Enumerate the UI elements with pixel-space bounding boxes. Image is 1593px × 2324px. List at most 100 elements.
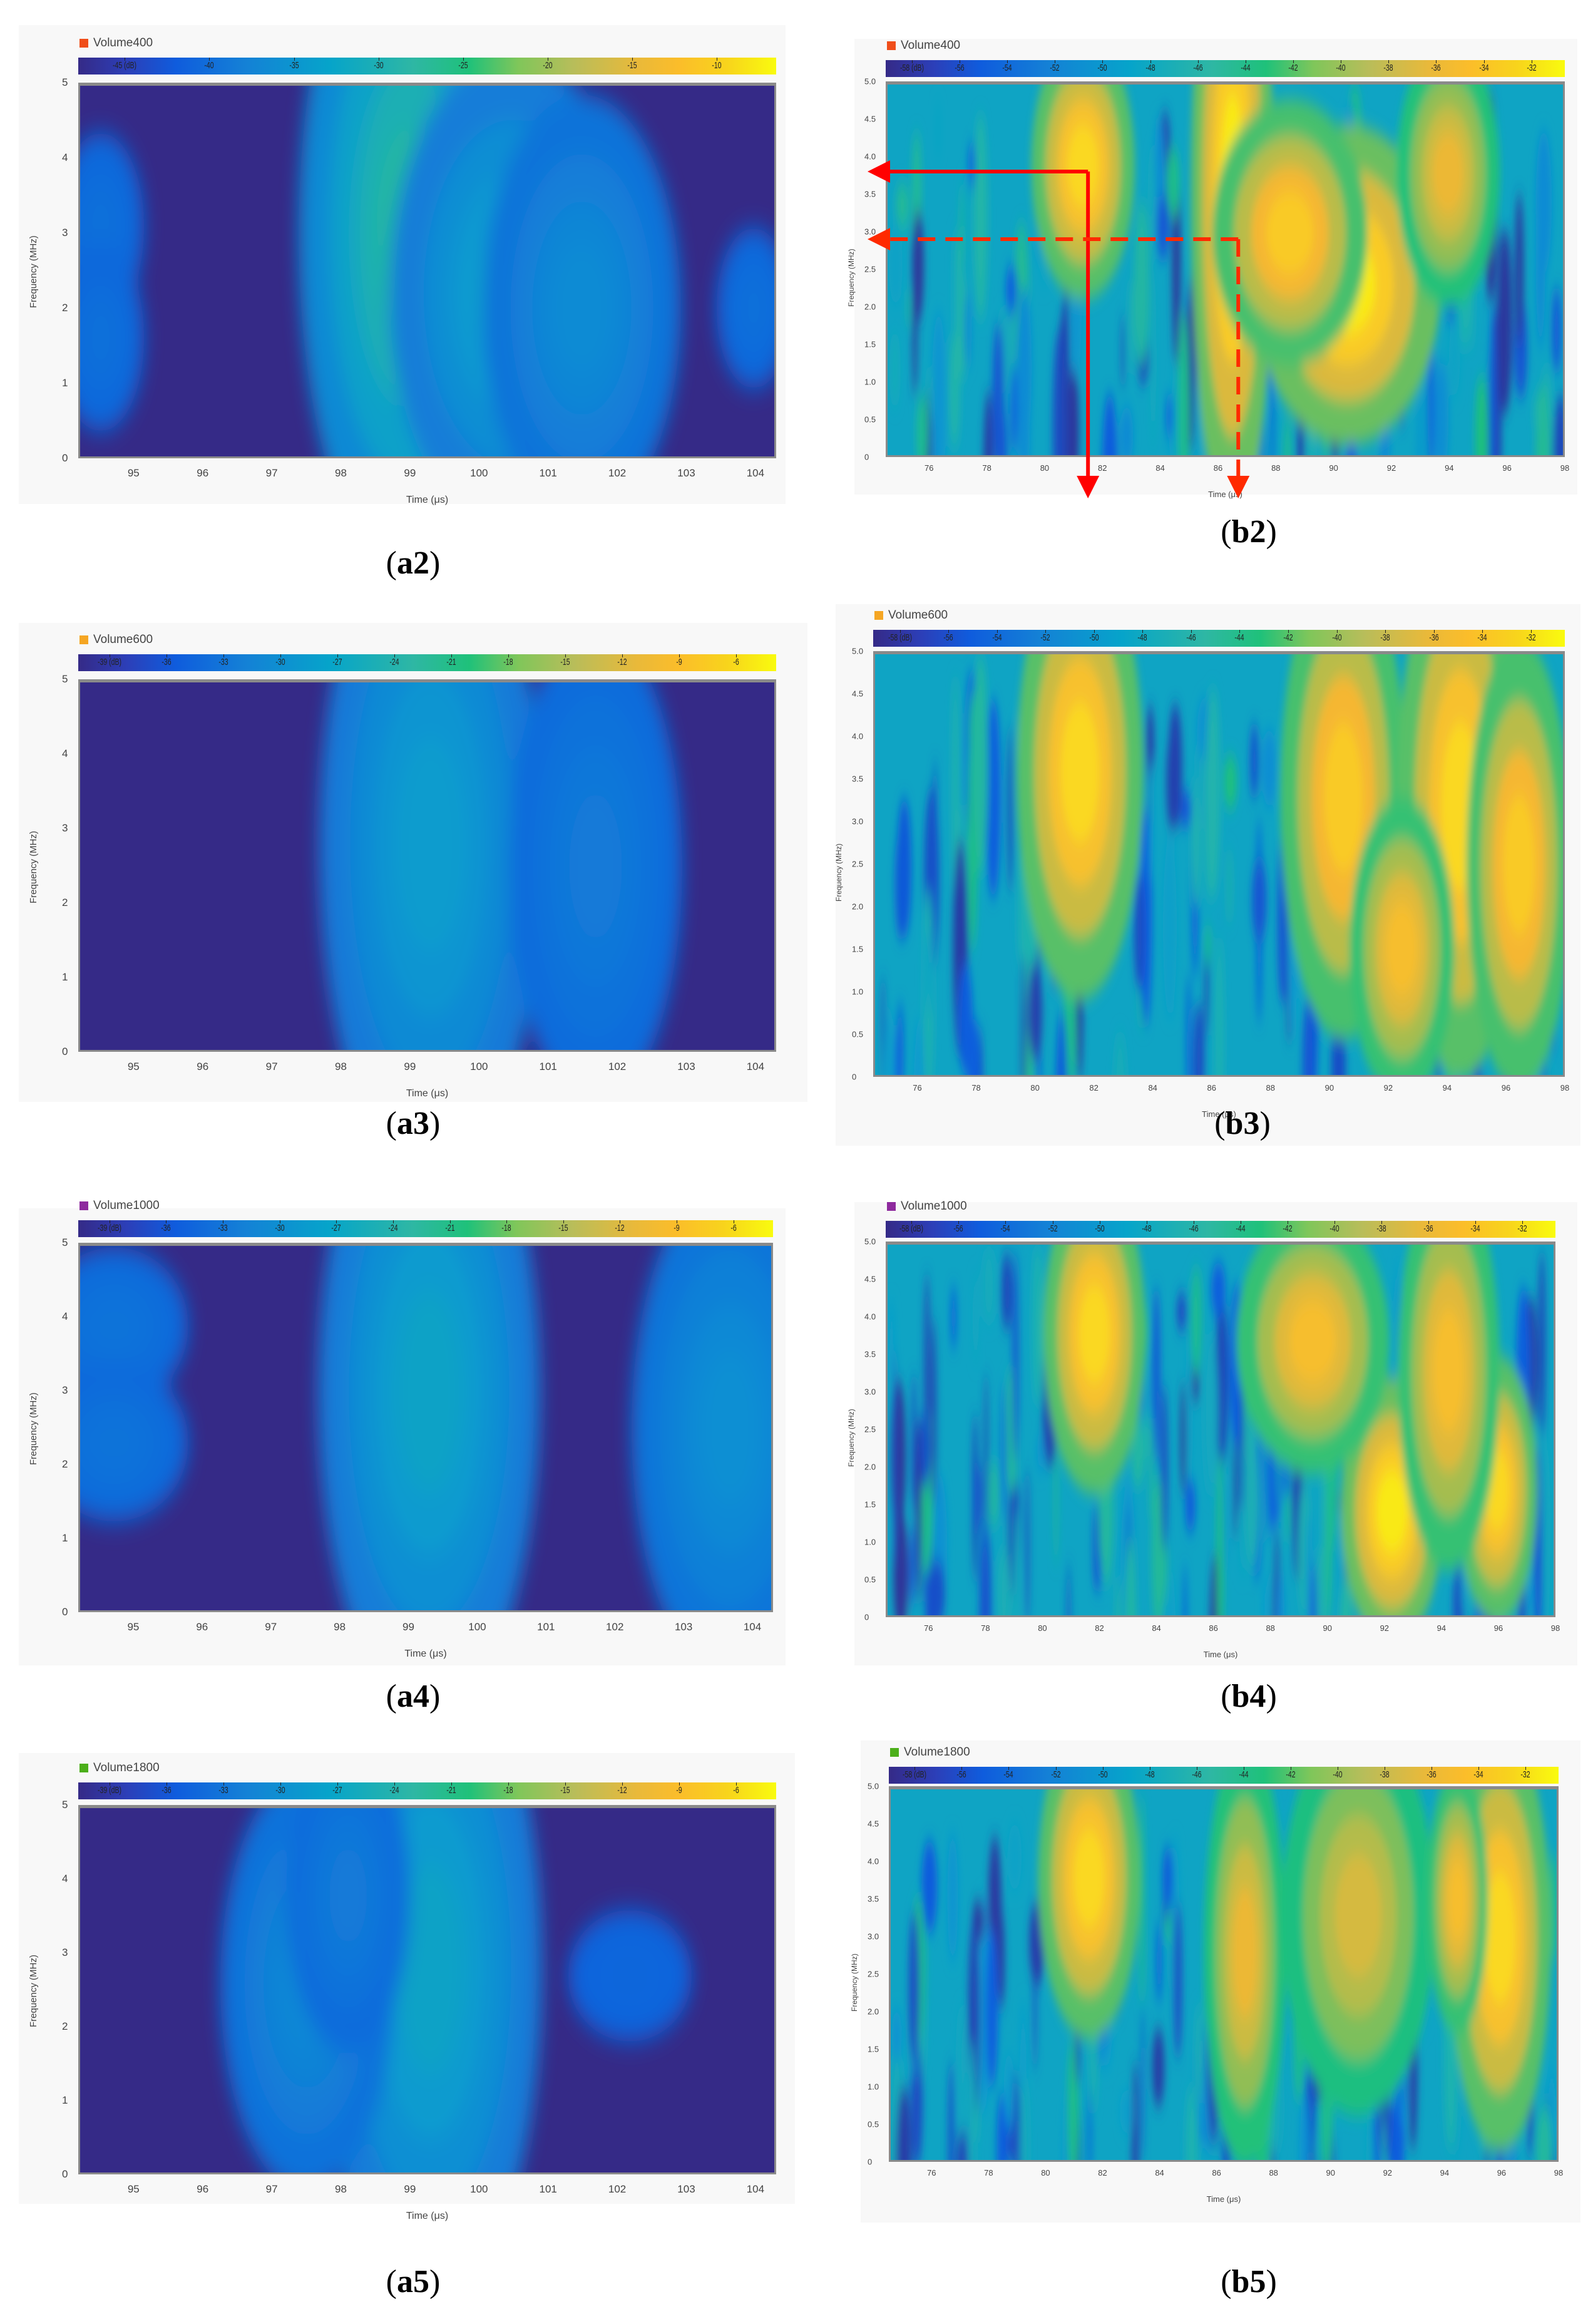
y-tick-label: 4.5: [868, 1819, 879, 1829]
subfigure-caption-b3: (b3): [1214, 1106, 1271, 1141]
x-axis-label: Time (μs): [1202, 1109, 1236, 1119]
y-tick-label: 2.0: [864, 302, 876, 312]
x-axis-label: Time (μs): [1208, 490, 1242, 499]
legend-swatch: [874, 611, 883, 620]
colorbar-tick-label: -32: [1517, 1223, 1528, 1234]
y-tick-label: 2.5: [868, 1969, 879, 1979]
colorbar-b5: -58 (dB) -56 -54 -52 -50 -48 -46 -44 -42 -40 -38 -3…: [889, 1767, 1559, 1784]
y-tick-label: 1.5: [852, 944, 864, 954]
spectrogram-plot-a4: [78, 1243, 773, 1612]
colorbar-tick: [996, 630, 998, 633]
x-tick-label: 98: [335, 467, 347, 479]
colorbar-tick: [1293, 60, 1294, 63]
legend-b4: Volume1000: [887, 1200, 967, 1213]
colorbar-tick-label: -24: [389, 657, 399, 667]
y-axis-label: Frequency (MHz): [847, 249, 856, 307]
colorbar-tick: [508, 1782, 510, 1786]
colorbar-tick: [463, 58, 464, 61]
x-tick-label: 90: [1323, 1623, 1332, 1633]
colorbar-tick-label: -56: [953, 1223, 963, 1234]
heatmap-b5: [891, 1789, 1557, 2160]
legend-b5: Volume1800: [890, 1746, 970, 1759]
legend-swatch: [887, 41, 896, 50]
y-tick-label: 4.5: [864, 1274, 876, 1284]
y-tick-label: 0: [864, 1612, 869, 1622]
colorbar-tick-label: -38: [1383, 63, 1393, 73]
y-tick-label: 1: [62, 377, 68, 389]
colorbar-tick-label: -48: [1137, 632, 1147, 643]
heatmap-b4: [888, 1245, 1554, 1615]
x-tick-label: 82: [1089, 1083, 1099, 1093]
colorbar-tick-label: -46: [1189, 1223, 1199, 1234]
colorbar-tick: [1336, 630, 1338, 633]
colorbar-tick: [1142, 630, 1144, 633]
subfigure-caption-b2: (b2): [1221, 514, 1277, 550]
y-tick-label: 1.0: [852, 987, 864, 997]
x-tick-label: 102: [606, 1621, 624, 1633]
colorbar-tick: [451, 654, 453, 657]
colorbar-tick-label: -40: [1331, 632, 1342, 643]
colorbar-tick-label: -42: [1288, 63, 1298, 73]
colorbar-tick: [1008, 1767, 1010, 1770]
colorbar-tick: [899, 630, 901, 633]
colorbar-a3: -39 (dB) -36 -33 -30 -27 -24 -21 -18 -15 -12 -9 -6: [78, 654, 776, 671]
x-tick-label: 76: [927, 2168, 936, 2177]
colorbar-tick: [961, 1767, 963, 1770]
y-tick-label: 4: [62, 152, 68, 163]
colorbar-a2: -45 (dB) -40 -35 -30 -25 -20 -15 -10: [78, 58, 776, 75]
colorbar-tick: [1007, 60, 1008, 63]
colorbar-tick: [958, 1221, 960, 1224]
legend-swatch: [79, 635, 88, 644]
subfigure-caption-a2: (a2): [386, 545, 441, 581]
caption-letter: b4: [1231, 1679, 1266, 1714]
colorbar-tick: [1094, 630, 1095, 633]
colorbar-tick-label: -9: [676, 1785, 682, 1796]
x-tick-label: 100: [470, 1061, 488, 1072]
y-tick-label: 3.0: [864, 227, 876, 237]
colorbar-tick-label: -52: [1050, 1769, 1061, 1780]
y-tick-label: 2.5: [852, 859, 864, 869]
x-tick-label: 86: [1213, 463, 1223, 473]
y-tick-label: 3.5: [852, 774, 864, 784]
colorbar-tick-label: -21: [444, 1223, 455, 1233]
colorbar-tick-label: -12: [617, 657, 627, 667]
x-tick-label: 84: [1152, 1623, 1161, 1633]
colorbar-tick: [1055, 1767, 1057, 1770]
y-tick-label: 1.5: [864, 339, 876, 349]
x-axis-label: Time (μs): [406, 1088, 449, 1099]
x-tick-label: 76: [913, 1083, 922, 1093]
colorbar-tick: [622, 654, 623, 657]
y-tick-label: 1: [62, 1532, 68, 1544]
legend-label: Volume1000: [901, 1200, 967, 1213]
x-tick-label: 95: [127, 1621, 140, 1633]
colorbar-tick-label: -30: [374, 60, 384, 71]
subfigure-caption-a5: (a5): [386, 2264, 441, 2300]
legend-label: Volume400: [901, 39, 961, 52]
colorbar-tick-label: -21: [446, 1785, 456, 1796]
colorbar-tick: [280, 1782, 282, 1786]
colorbar-tick-label: -30: [275, 1223, 285, 1233]
x-tick-label: 104: [746, 1061, 765, 1072]
colorbar-tick-label: -45 (dB): [113, 60, 137, 71]
heatmap-a4: [80, 1246, 771, 1610]
y-tick-label: 2: [62, 897, 68, 908]
colorbar-tick-label: -58 (dB): [903, 1769, 927, 1780]
x-tick-label: 78: [971, 1083, 981, 1093]
colorbar-tick: [736, 1782, 737, 1786]
x-axis-label: Time (μs): [1206, 2194, 1241, 2204]
colorbar-tick-label: -30: [275, 1785, 285, 1796]
x-tick-label: 94: [1442, 1083, 1452, 1093]
x-tick-label: 96: [196, 1621, 208, 1633]
y-tick-label: 2: [62, 1458, 68, 1470]
spectrogram-plot-a2: [78, 83, 776, 458]
spectrogram-plot-a5: [78, 1805, 776, 2174]
y-tick-label: 1.0: [864, 377, 876, 387]
x-tick-label: 96: [197, 467, 209, 479]
caption-letter: a3: [397, 1106, 429, 1141]
colorbar-tick-label: -42: [1286, 1769, 1296, 1780]
colorbar-tick-label: -18: [503, 657, 513, 667]
legend-swatch: [79, 1201, 88, 1210]
heatmap-a3: [80, 682, 774, 1050]
colorbar-tick-label: -33: [218, 1785, 228, 1796]
colorbar-tick-label: -50: [1098, 1769, 1108, 1780]
